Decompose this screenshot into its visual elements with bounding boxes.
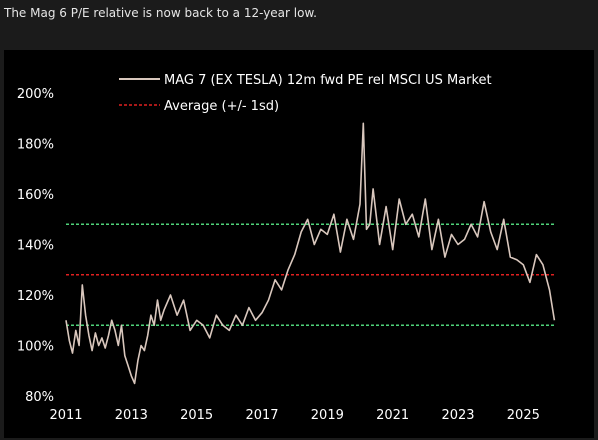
x-axis: 2011 2013 2015 2017 2019 2021 2023 2025 [49,408,539,423]
x-tick-label: 2025 [507,408,540,423]
series-line-mag7 [65,122,556,385]
chart-panel: 80% 100% 120% 140% 160% 180% 200% 2011 2013 2015… [4,50,594,438]
plot-area [65,122,556,385]
y-tick-label: 140% [17,239,54,254]
y-tick-label: 120% [17,289,54,304]
y-tick-label: 200% [17,87,54,102]
legend-label-series: MAG 7 (EX TESLA) 12m fwd PE rel MSCI US … [164,73,492,88]
x-tick-label: 2017 [245,408,278,423]
chart-svg: 80% 100% 120% 140% 160% 180% 200% 2011 2013 2015… [17,73,556,423]
x-tick-label: 2023 [441,408,474,423]
x-tick-label: 2013 [115,408,148,423]
y-tick-label: 80% [25,390,54,405]
x-tick-label: 2019 [311,408,344,423]
x-tick-label: 2011 [49,408,82,423]
x-tick-label: 2021 [376,408,409,423]
y-tick-label: 160% [17,188,54,203]
legend: MAG 7 (EX TESLA) 12m fwd PE rel MSCI US … [119,73,492,114]
y-axis: 80% 100% 120% 140% 160% 180% 200% [17,87,54,405]
x-tick-label: 2015 [180,408,213,423]
legend-label-average: Average (+/- 1sd) [164,99,279,114]
reference-lines [66,223,556,327]
chart-caption: The Mag 6 P/E relative is now back to a … [4,6,317,20]
y-tick-label: 180% [17,138,54,153]
y-tick-label: 100% [17,340,54,355]
